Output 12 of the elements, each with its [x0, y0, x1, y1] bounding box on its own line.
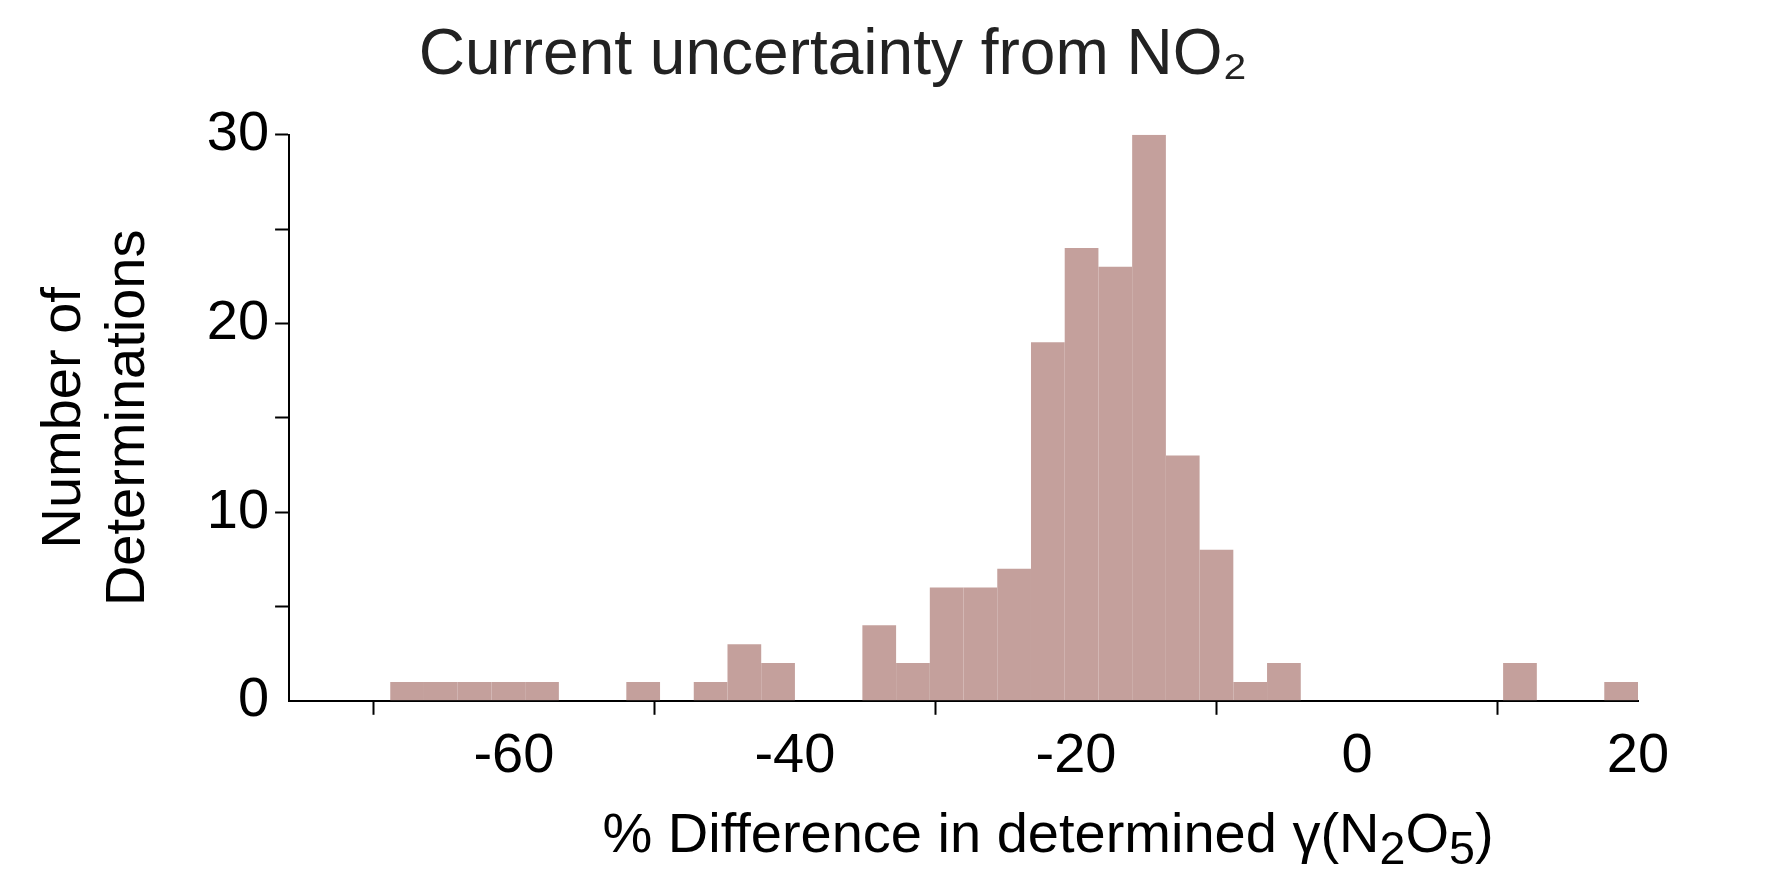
x-tick-label: -60 [473, 720, 555, 784]
y-tick-label: 30 [206, 99, 270, 163]
x-tick-label: -20 [1035, 720, 1117, 784]
x-axis-title: % Difference in determined γ(N$_{2}$O$_{5}$) [601, 800, 1495, 877]
x-tick-label: -40 [754, 720, 836, 784]
y-tick-label: 10 [206, 476, 270, 540]
x-tick-label: 20 [1606, 720, 1670, 784]
y-axis-title: Number of Determinations [28, 229, 157, 607]
y-tick-label: 20 [206, 287, 270, 351]
chart-title: Current uncertainty from NO₂ [418, 16, 1248, 89]
y-tick-label: 0 [237, 665, 270, 729]
x-tick-label: 0 [1341, 720, 1373, 784]
